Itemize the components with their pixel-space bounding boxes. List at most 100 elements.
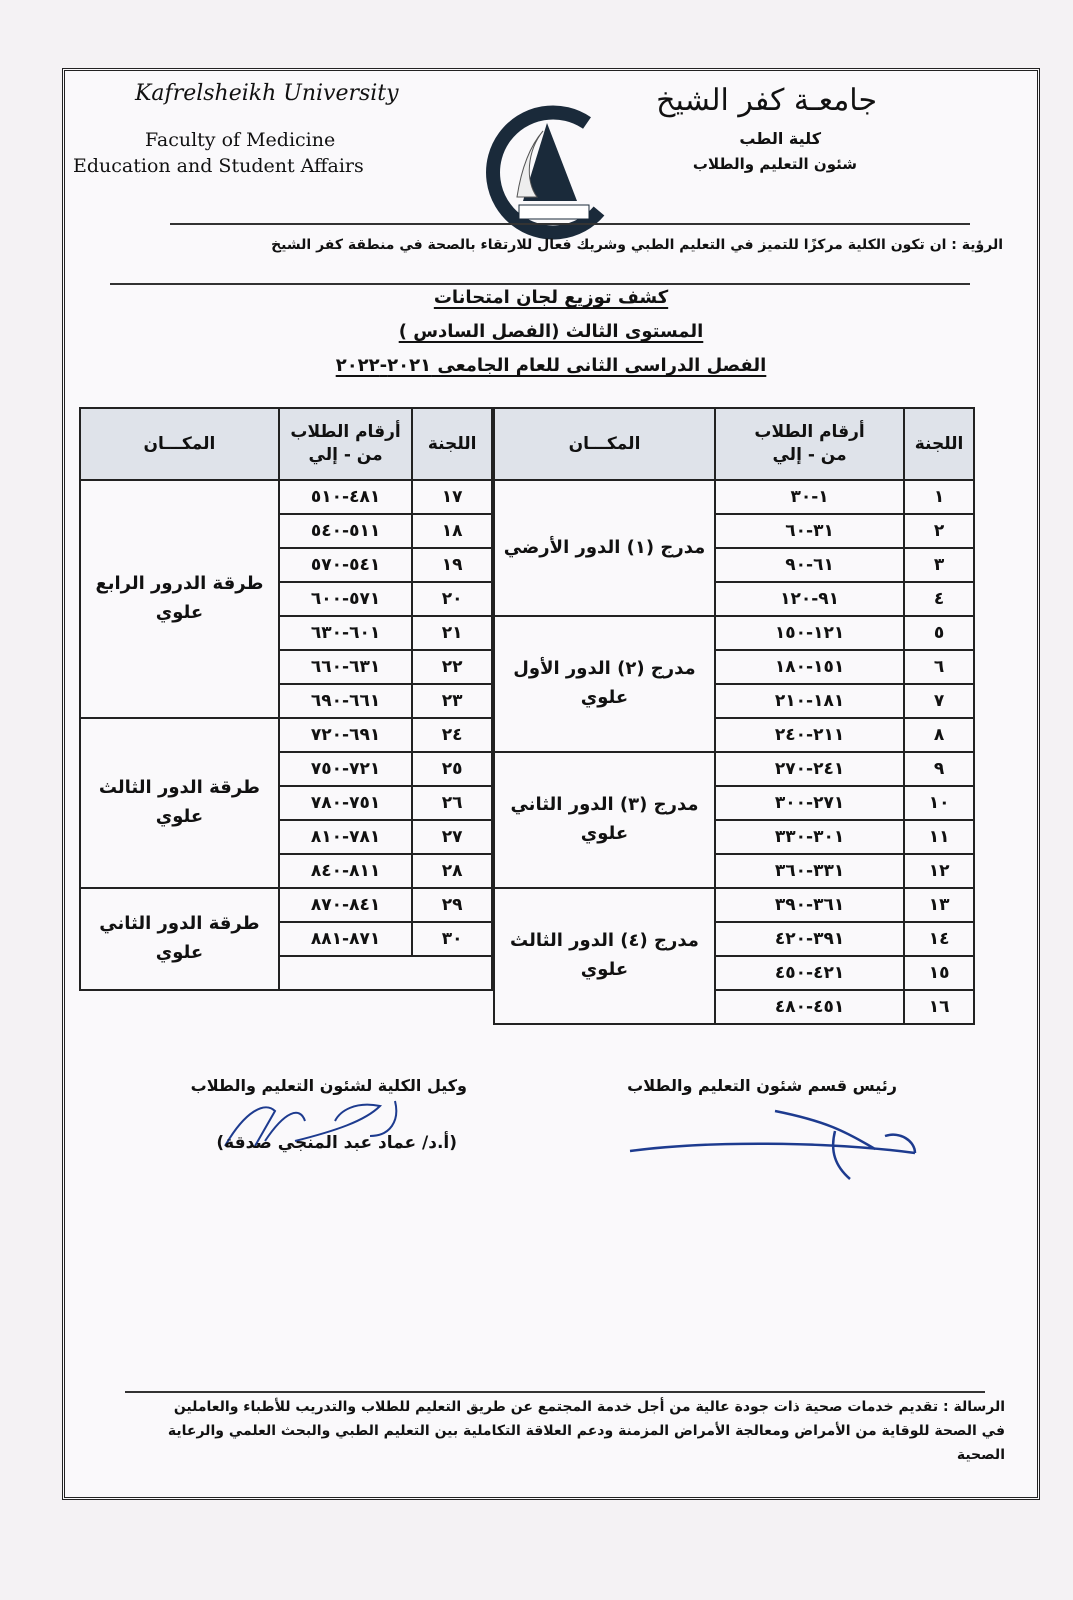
committee-number: ٨ xyxy=(903,717,975,753)
table-row: ٥ ١٢١-١٥٠ مدرج (٢) الدور الأول علوي xyxy=(493,615,975,753)
table-row: ١ ١-٣٠ مدرج (١) الدور الأرضي xyxy=(493,479,975,617)
table-row: ٢٣ ٦٦١-٦٩٠ xyxy=(80,683,493,719)
student-range: ٢٤١-٢٧٠ xyxy=(713,751,906,787)
committee-number: ٣٠ xyxy=(411,921,493,957)
committee-number: ٢٧ xyxy=(411,819,493,855)
university-logo xyxy=(486,105,605,240)
table-row: ٢ ٣١-٦٠ xyxy=(494,513,975,549)
committee-number: ١ xyxy=(903,479,975,515)
faculty-name-ar: كلية الطب xyxy=(739,129,821,148)
table-row: ١٥ ٤٢١-٤٥٠ xyxy=(494,955,975,991)
committee-number: ١٥ xyxy=(903,955,975,991)
committee-number: ٢٦ xyxy=(411,785,493,821)
vice-dean-title: وكيل الكلية لشئون التعليم والطلاب xyxy=(190,1076,467,1095)
student-range: ٨٧١-٨٨١ xyxy=(277,921,414,957)
committee-number: ٥ xyxy=(903,615,975,651)
student-range: ٧٢١-٧٥٠ xyxy=(277,751,414,787)
committee-number: ٩ xyxy=(903,751,975,787)
student-range: ١-٣٠ xyxy=(713,479,906,515)
table-row: ٢١ ٦٠١-٦٣٠ xyxy=(80,615,493,651)
student-range: ٢٧١-٣٠٠ xyxy=(713,785,906,821)
student-range: ٣٠١-٣٣٠ xyxy=(713,819,906,855)
committee-number: ١١ xyxy=(903,819,975,855)
place-cell: مدرج (١) الدور الأرضي xyxy=(493,479,716,617)
place-cell: مدرج (٤) الدور الثالث علوي xyxy=(493,887,716,1025)
student-range: ٤٨١-٥١٠ xyxy=(277,479,414,515)
table-row: ٢٠ ٥٧١-٦٠٠ xyxy=(80,581,493,617)
table-row: ٢٤ ٦٩١-٧٢٠ طرقة الدور الثالث علوي xyxy=(79,717,493,889)
student-range: ٣٣١-٣٦٠ xyxy=(713,853,906,889)
vision-statement: الرؤية : ان تكون الكلية مركزًا للتميز في… xyxy=(271,237,1003,253)
student-range: ٥٧١-٦٠٠ xyxy=(277,581,414,617)
empty-cell xyxy=(277,955,494,991)
table-row: ٦ ١٥١-١٨٠ xyxy=(494,649,975,685)
student-range: ٨٤١-٨٧٠ xyxy=(277,887,414,923)
student-range: ٦٣١-٦٦٠ xyxy=(277,649,414,685)
student-range: ٦٠١-٦٣٠ xyxy=(277,615,414,651)
table-row: ٨ ٢١١-٢٤٠ xyxy=(494,717,975,753)
committee-number: ٦ xyxy=(903,649,975,685)
divider xyxy=(170,223,970,225)
affairs-name-ar: شئون التعليم والطلاب xyxy=(692,155,857,173)
table-row: ٤ ٩١-١٢٠ xyxy=(494,581,975,617)
divider xyxy=(110,283,970,285)
committee-number: ٢٤ xyxy=(411,717,493,753)
committee-number: ١٩ xyxy=(411,547,493,583)
student-range: ٧٥١-٧٨٠ xyxy=(277,785,414,821)
committees-table-left: اللجنة أرقام الطلاب من - إلي المكـــان ١٧ ٤٨١… xyxy=(79,407,494,991)
title-line-3: الفصل الدراسى الثانى للعام الجامعى ٢٠٢١-… xyxy=(335,355,767,376)
committee-number: ٢١ xyxy=(411,615,493,651)
table-row: ١٨ ٥١١-٥٤٠ xyxy=(80,513,493,549)
faculty-name-en: Faculty of Medicine xyxy=(145,129,336,151)
student-numbers-sublabel: من - إلي xyxy=(308,445,383,465)
committee-number: ١٠ xyxy=(903,785,975,821)
table-row: ٢٦ ٧٥١-٧٨٠ xyxy=(80,785,493,821)
table-row: ١٠ ٢٧١-٣٠٠ xyxy=(494,785,975,821)
student-range: ٩١-١٢٠ xyxy=(713,581,906,617)
divider xyxy=(125,1391,985,1393)
student-numbers-header: أرقام الطلاب من - إلي xyxy=(277,407,414,481)
table-row: ٢٥ ٧٢١-٧٥٠ xyxy=(80,751,493,787)
committee-number: ٢٢ xyxy=(411,649,493,685)
committee-number: ٢٩ xyxy=(411,887,493,923)
doc-title: كشف توزيع لجان امتحانات xyxy=(65,287,1037,308)
table-row: ١٢ ٣٣١-٣٦٠ xyxy=(494,853,975,889)
table-row: ١١ ٣٠١-٣٣٠ xyxy=(494,819,975,855)
mission-statement: الرسالة : تقديم خدمات صحية ذات جودة عالي… xyxy=(167,1399,1005,1463)
place-cell: مدرج (٣) الدور الثاني علوي xyxy=(493,751,716,889)
student-range: ٤٢١-٤٥٠ xyxy=(713,955,906,991)
committee-number: ٢٣ xyxy=(411,683,493,719)
student-range: ٢١١-٢٤٠ xyxy=(713,717,906,753)
student-range: ٣٩١-٤٢٠ xyxy=(713,921,906,957)
committee-number: ٣ xyxy=(903,547,975,583)
student-range: ٨١١-٨٤٠ xyxy=(277,853,414,889)
committee-number: ٧ xyxy=(903,683,975,719)
title-line-1: كشف توزيع لجان امتحانات xyxy=(433,287,669,308)
student-range: ١٨١-٢١٠ xyxy=(713,683,906,719)
head-of-department-title: رئيس قسم شئون التعليم والطلاب xyxy=(627,1076,897,1095)
table-row: ٢٨ ٨١١-٨٤٠ xyxy=(80,853,493,889)
title-line-2: المستوى الثالث (الفصل السادس ) xyxy=(398,321,704,342)
affairs-name-en: Education and Student Affairs xyxy=(73,155,364,177)
place-cell: مدرج (٢) الدور الأول علوي xyxy=(493,615,716,753)
student-numbers-sublabel: من - إلي xyxy=(772,445,847,465)
table-row: ١٦ ٤٥١-٤٨٠ xyxy=(494,989,975,1025)
head-signature xyxy=(629,1109,917,1180)
student-range: ١٢١-١٥٠ xyxy=(713,615,906,651)
place-cell: طرقة الدرور الرابع علوي xyxy=(79,479,280,719)
committee-number: ٢٠ xyxy=(411,581,493,617)
header-row: اللجنة أرقام الطلاب من - إلي المكـــان xyxy=(493,407,975,481)
vice-dean-name: (أ.د/ عماد عبد المنجي صدقة) xyxy=(216,1133,457,1153)
table-row: ١٧ ٤٨١-٥١٠ طرقة الدرور الرابع علوي xyxy=(79,479,493,719)
place-header: المكـــان xyxy=(79,407,280,481)
table-row: ٩ ٢٤١-٢٧٠ مدرج (٣) الدور الثاني علوي xyxy=(493,751,975,889)
table-row: ٣٠ ٨٧١-٨٨١ xyxy=(80,921,493,957)
place-header: المكـــان xyxy=(493,407,716,481)
student-range: ٥٤١-٥٧٠ xyxy=(277,547,414,583)
student-numbers-label: أرقام الطلاب xyxy=(290,422,401,443)
committees-table-right: اللجنة أرقام الطلاب من - إلي المكـــان ١ ١-٣٠… xyxy=(493,407,975,1025)
place-cell: طرقة الدور الثاني علوي xyxy=(79,887,280,991)
header-row: اللجنة أرقام الطلاب من - إلي المكـــان xyxy=(79,407,493,481)
student-range: ٦٩١-٧٢٠ xyxy=(277,717,414,753)
committee-number: ١٨ xyxy=(411,513,493,549)
